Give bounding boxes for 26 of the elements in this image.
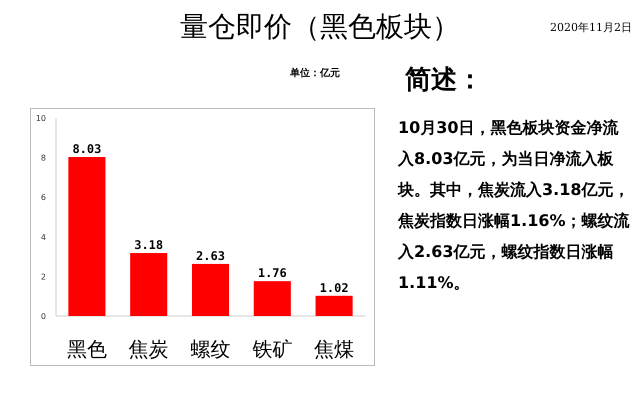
y-tick-label: 8 xyxy=(40,154,46,163)
text: 简述： xyxy=(405,64,483,97)
y-tick-label: 4 xyxy=(40,232,46,242)
x-tick-label: 螺纹 xyxy=(190,337,230,361)
x-tick-label: 黑色 xyxy=(66,337,107,361)
x-tick-label: 焦炭 xyxy=(128,337,169,361)
chart-title: 量仓即价（黑色板块） xyxy=(179,9,461,45)
text: 10月30日，黑色板块资金净流入8.03亿元，为当日净流入板块。其中，焦炭流入3.18亿元，焦炭指数日涨幅1.16%；螺纹流入2.63亿元，螺纹指数日涨幅1.11%。 xyxy=(398,117,630,294)
text: 2020年11月2日 xyxy=(550,20,632,35)
y-tick-label: 2 xyxy=(40,272,46,282)
bar xyxy=(316,296,353,316)
bar xyxy=(68,157,106,316)
chart-subtitle: 单位：亿元 xyxy=(290,66,340,80)
data-label: 1.76 xyxy=(258,266,287,280)
data-label: 8.03 xyxy=(72,142,102,156)
bar xyxy=(254,281,291,316)
data-label: 3.18 xyxy=(134,238,164,252)
data-label: 1.02 xyxy=(320,280,349,295)
data-label: 2.63 xyxy=(196,248,225,263)
bar xyxy=(192,264,230,316)
x-tick-label: 铁矿 xyxy=(251,337,292,361)
bar xyxy=(130,253,168,316)
x-tick-label: 焦煤 xyxy=(314,337,354,361)
y-tick-label: 6 xyxy=(40,193,46,202)
y-tick-label: 10 xyxy=(36,114,46,123)
y-tick-label: 0 xyxy=(40,312,46,321)
